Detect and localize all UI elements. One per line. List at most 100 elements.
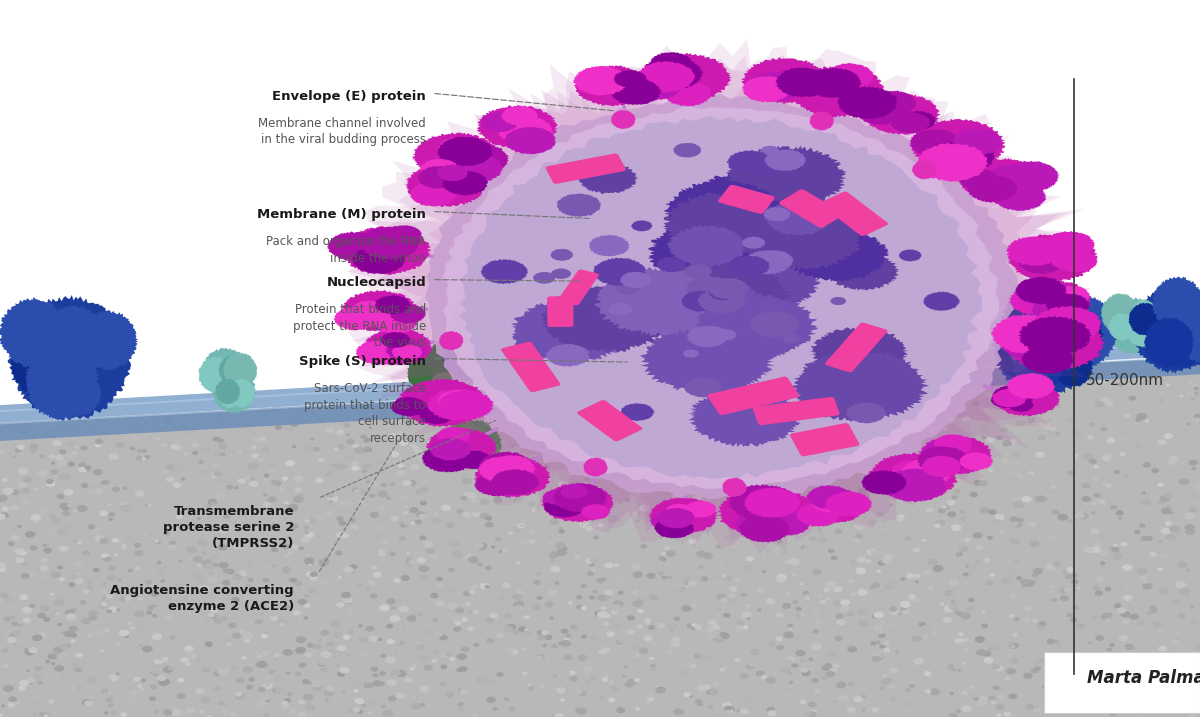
Circle shape [766, 429, 774, 435]
Circle shape [1072, 431, 1081, 437]
Circle shape [641, 445, 646, 447]
Circle shape [670, 630, 673, 632]
Circle shape [121, 713, 126, 716]
Circle shape [1194, 418, 1200, 422]
Polygon shape [427, 389, 487, 420]
Circle shape [552, 645, 557, 647]
Polygon shape [577, 162, 638, 194]
FancyBboxPatch shape [826, 323, 888, 372]
Circle shape [406, 562, 412, 566]
Circle shape [61, 632, 65, 634]
Circle shape [551, 438, 557, 442]
Circle shape [404, 627, 409, 630]
Circle shape [220, 563, 228, 568]
Circle shape [815, 620, 822, 625]
Circle shape [210, 608, 217, 612]
Circle shape [948, 470, 956, 476]
Circle shape [340, 668, 348, 673]
Circle shape [874, 625, 882, 631]
Polygon shape [557, 327, 590, 360]
Circle shape [218, 538, 224, 541]
Circle shape [271, 617, 277, 620]
Polygon shape [511, 124, 554, 148]
Circle shape [1102, 427, 1106, 431]
Polygon shape [374, 65, 1062, 528]
Circle shape [1015, 560, 1018, 562]
Circle shape [282, 702, 288, 705]
Circle shape [1102, 552, 1106, 556]
Circle shape [851, 403, 857, 407]
Circle shape [858, 610, 866, 615]
Circle shape [796, 409, 805, 415]
Circle shape [649, 657, 653, 660]
Circle shape [299, 599, 306, 604]
Circle shape [988, 536, 992, 539]
Circle shape [172, 445, 178, 449]
Circle shape [1134, 669, 1139, 672]
Circle shape [886, 386, 893, 391]
Circle shape [946, 591, 953, 595]
Circle shape [697, 703, 702, 706]
Circle shape [506, 625, 515, 630]
Circle shape [530, 551, 534, 554]
Circle shape [1120, 635, 1128, 640]
Circle shape [898, 515, 904, 518]
Circle shape [362, 705, 366, 706]
Circle shape [635, 679, 640, 682]
Circle shape [862, 591, 866, 594]
Circle shape [493, 498, 502, 503]
Circle shape [437, 602, 444, 606]
Circle shape [389, 696, 396, 701]
Circle shape [305, 652, 312, 657]
Circle shape [56, 613, 59, 614]
Polygon shape [684, 264, 713, 279]
Circle shape [580, 453, 582, 455]
Circle shape [935, 481, 941, 485]
Polygon shape [761, 509, 811, 536]
Circle shape [325, 428, 334, 433]
Circle shape [258, 701, 266, 706]
Circle shape [550, 559, 554, 561]
Circle shape [337, 603, 343, 607]
Circle shape [31, 515, 41, 521]
Circle shape [30, 546, 37, 550]
Circle shape [577, 413, 584, 417]
Circle shape [208, 576, 217, 582]
Circle shape [232, 667, 236, 669]
Circle shape [1045, 505, 1050, 508]
Circle shape [944, 449, 952, 454]
Circle shape [245, 412, 253, 417]
Circle shape [948, 665, 954, 668]
Circle shape [841, 404, 847, 408]
Circle shape [1190, 606, 1194, 608]
Circle shape [316, 453, 318, 455]
Circle shape [905, 386, 910, 390]
Circle shape [776, 637, 782, 640]
Circle shape [157, 569, 164, 573]
Circle shape [835, 529, 841, 533]
Circle shape [460, 690, 463, 692]
Circle shape [802, 660, 804, 662]
Polygon shape [450, 143, 509, 176]
Polygon shape [682, 278, 758, 319]
Polygon shape [923, 292, 960, 311]
Circle shape [347, 456, 353, 460]
Circle shape [1070, 618, 1076, 622]
Circle shape [804, 480, 812, 485]
Circle shape [701, 577, 708, 581]
Circle shape [211, 502, 215, 504]
Circle shape [1093, 477, 1098, 480]
Circle shape [1066, 419, 1073, 422]
Circle shape [305, 445, 313, 450]
Circle shape [464, 592, 470, 595]
Circle shape [457, 668, 463, 672]
Circle shape [103, 482, 112, 487]
Circle shape [685, 478, 692, 483]
Circle shape [89, 488, 96, 491]
Circle shape [116, 609, 120, 611]
Circle shape [776, 578, 785, 582]
Polygon shape [575, 383, 611, 421]
Circle shape [881, 621, 884, 623]
Circle shape [1117, 706, 1122, 710]
Circle shape [1162, 528, 1170, 533]
